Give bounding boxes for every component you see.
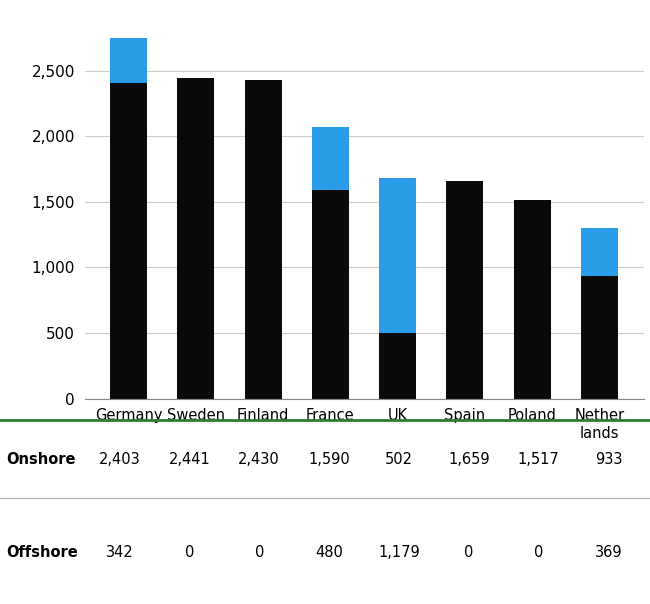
Text: 1,659: 1,659	[448, 452, 489, 466]
Bar	[244, 80, 281, 399]
Bar	[447, 181, 484, 399]
Text: 0: 0	[534, 545, 543, 560]
Text: 0: 0	[185, 545, 194, 560]
Bar	[581, 276, 618, 399]
Bar	[177, 79, 214, 399]
Text: 2,403: 2,403	[99, 452, 140, 466]
Bar	[110, 83, 147, 399]
Text: 2,441: 2,441	[168, 452, 210, 466]
Text: 0: 0	[464, 545, 473, 560]
Text: 1,590: 1,590	[308, 452, 350, 466]
Text: 2,430: 2,430	[239, 452, 280, 466]
Bar	[379, 333, 416, 399]
Text: Onshore: Onshore	[6, 452, 76, 466]
Bar	[379, 178, 416, 333]
Text: 502: 502	[385, 452, 413, 466]
Text: 1,517: 1,517	[518, 452, 560, 466]
Bar	[581, 228, 618, 276]
Text: 480: 480	[315, 545, 343, 560]
Text: 0: 0	[255, 545, 264, 560]
Text: 369: 369	[595, 545, 623, 560]
Bar	[110, 39, 147, 83]
Text: 933: 933	[595, 452, 622, 466]
Text: 1,179: 1,179	[378, 545, 420, 560]
Bar	[514, 199, 551, 399]
Text: 342: 342	[105, 545, 133, 560]
Text: Offshore: Offshore	[6, 545, 78, 560]
Bar	[312, 127, 349, 190]
Bar	[312, 190, 349, 399]
